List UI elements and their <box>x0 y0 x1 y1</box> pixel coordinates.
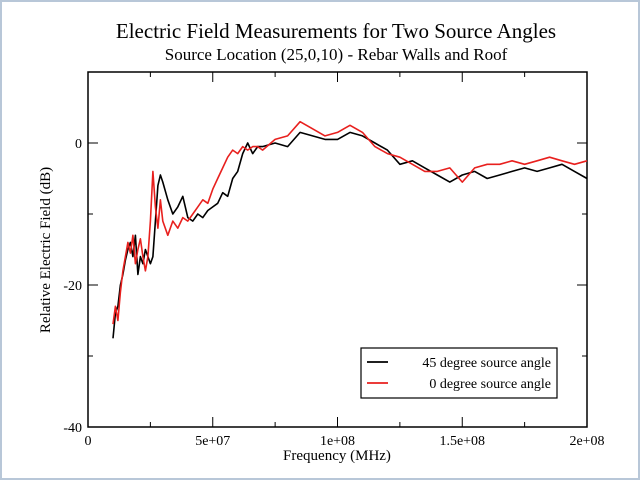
x-tick-label: 1e+08 <box>320 434 355 449</box>
legend-label-1: 0 degree source angle <box>429 377 551 392</box>
x-axis-label: Frequency (MHz) <box>283 448 391 464</box>
chart-subtitle: Source Location (25,0,10) - Rebar Walls … <box>165 45 508 64</box>
ticks-layer: 0 5e+07 1e+08 1.5e+08 2e+08 0 -20 -40 <box>63 71 605 449</box>
y-tick-label: -40 <box>63 421 82 436</box>
y-tick-label: -20 <box>63 279 82 294</box>
chart-title: Electric Field Measurements for Two Sour… <box>116 19 556 43</box>
x-tick-label: 0 <box>85 434 92 449</box>
x-tick-label: 5e+07 <box>195 434 230 449</box>
x-tick-label: 1.5e+08 <box>439 434 485 449</box>
legend-label-0: 45 degree source angle <box>422 356 551 371</box>
legend-box <box>360 347 558 399</box>
y-tick-label: 0 <box>75 137 82 152</box>
legend: 45 degree source angle 0 degree source an… <box>360 347 558 399</box>
y-axis-label: Relative Electric Field (dB) <box>38 167 54 333</box>
series-layer <box>112 120 588 339</box>
x-tick-label: 2e+08 <box>569 434 604 449</box>
series-line-1 <box>112 120 588 325</box>
series-line-0 <box>112 131 588 339</box>
